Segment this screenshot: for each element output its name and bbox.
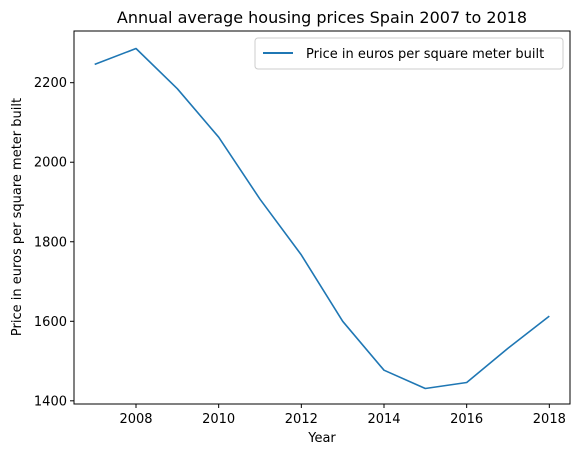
series-layer xyxy=(94,47,550,390)
x-tick-label: 2010 xyxy=(202,412,235,427)
legend-box xyxy=(254,37,564,70)
y-tick-label: 2000 xyxy=(34,156,67,171)
x-tick-label: 2018 xyxy=(533,412,566,427)
y-axis: 1400 1600 1800 2000 2200 xyxy=(34,76,74,409)
y-tick-label: 2200 xyxy=(34,76,67,91)
x-tick-label: 2012 xyxy=(285,412,318,427)
plot-frame xyxy=(73,30,571,405)
x-tick-label: 2016 xyxy=(450,412,483,427)
legend-label: Price in euros per square meter built xyxy=(306,47,544,62)
x-tick-label: 2014 xyxy=(367,412,400,427)
series-line xyxy=(94,47,550,390)
y-axis-title: Price in euros per square meter built xyxy=(10,98,25,336)
y-tick-label: 1400 xyxy=(34,394,67,409)
legend: Price in euros per square meter built xyxy=(254,37,564,70)
y-tick-label: 1800 xyxy=(34,235,67,250)
x-axis-title: Year xyxy=(307,431,336,446)
chart-title: Annual average housing prices Spain 2007… xyxy=(117,8,527,27)
x-tick-label: 2008 xyxy=(119,412,152,427)
y-tick-label: 1600 xyxy=(34,315,67,330)
x-axis: 2008 2010 2012 2014 2016 2018 xyxy=(119,404,566,427)
